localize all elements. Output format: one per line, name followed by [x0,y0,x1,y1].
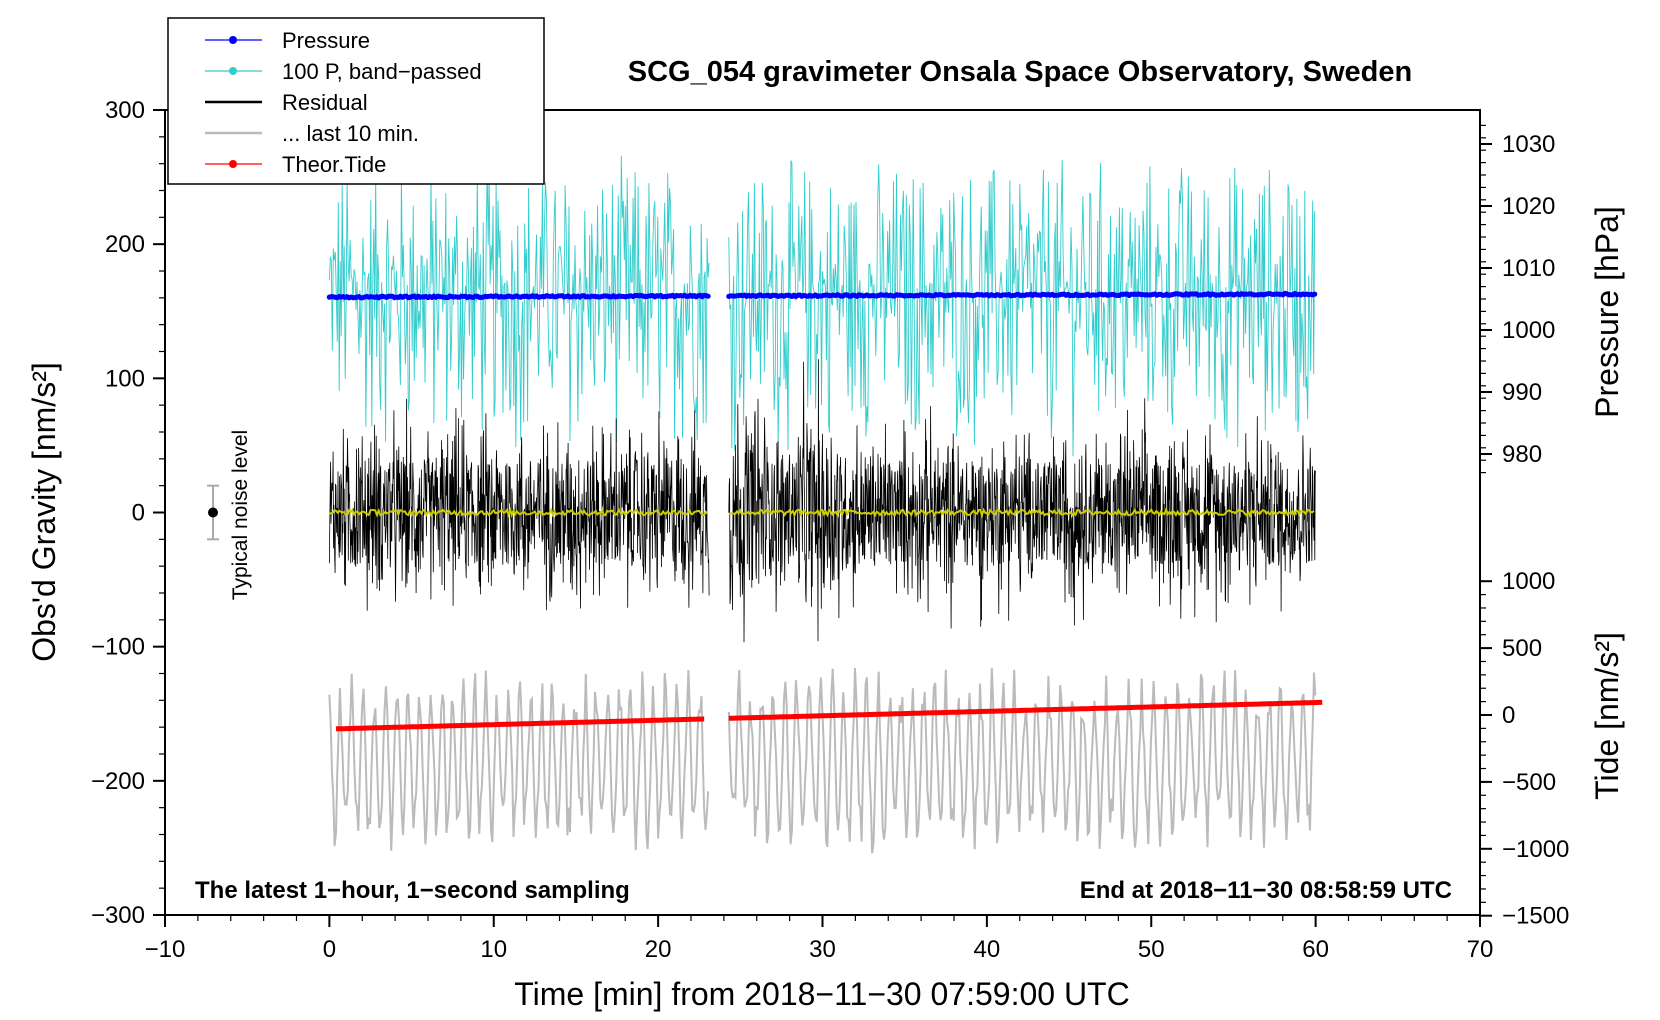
tide-tick-label: −1500 [1502,903,1569,930]
series-tide-line [728,699,1323,721]
series-bandpassed-line [728,159,1316,457]
x-tick-label: 50 [1138,936,1165,963]
pressure-tick-label: 980 [1502,441,1542,468]
legend-label-pressure: Pressure [282,28,370,53]
x-tick-label: 20 [645,936,672,963]
series-layer [326,155,1323,854]
x-tick-label: 40 [974,936,1001,963]
legend-entry-last10: ... last 10 min. [205,121,419,146]
y-tick-label: −300 [91,902,145,929]
series-last10-line [727,668,1317,854]
y-tick-label: −100 [91,634,145,661]
axes-layer: −10 0 10 20 30 40 50 60 703002001000−100−200−300… [91,97,1569,963]
x-tick-label: 0 [323,936,336,963]
legend-label-bandpassed: 100 P, band−passed [282,59,482,84]
tide-tick-label: 0 [1502,702,1515,729]
tide-tick-label: 500 [1502,635,1542,662]
x-tick-label: 10 [480,936,507,963]
series-mean-line [328,506,709,519]
legend-label-last10: ... last 10 min. [282,121,419,146]
x-axis-title: Time [min] from 2018−11−30 07:59:00 UTC [514,976,1129,1012]
pressure-tick-label: 1030 [1502,131,1555,158]
y-tick-label: 100 [105,365,145,392]
legend: Pressure 100 P, band−passed Residual ...… [167,17,545,185]
series-bandpassed-line [328,155,710,448]
pressure-point [705,293,711,299]
tide-tick-label: −500 [1502,769,1556,796]
noise-label: Typical noise level [229,430,252,600]
series-residual-line [728,359,1316,643]
pressure-point [1312,291,1318,297]
legend-entry-tide: Theor.Tide [205,152,386,177]
noise-dot [208,507,218,518]
legend-label-residual: Residual [282,90,368,115]
series-residual-line [329,398,710,611]
tide-tick-label: 1000 [1502,568,1555,595]
annotation-right: End at 2018−11−30 08:58:59 UTC [1080,877,1452,904]
series-mean-line [728,507,1315,519]
y-axis-title-pressure: Pressure [hPa] [1589,206,1625,418]
pressure-tick-label: 1010 [1502,255,1555,282]
y-axis-title-main: Obs'd Gravity [nm/s²] [26,362,62,662]
tide-tick-label: −1000 [1502,836,1569,863]
y-tick-label: −200 [91,768,145,795]
x-tick-label: 60 [1302,936,1329,963]
legend-entry-bandpassed: 100 P, band−passed [205,59,482,84]
y-tick-label: 0 [132,500,145,527]
x-tick-label: 30 [809,936,836,963]
y-axis-title-tide: Tide [nm/s²] [1589,632,1625,800]
annotation-left: The latest 1−hour, 1−second sampling [195,877,630,904]
y-tick-label: 300 [105,97,145,124]
pressure-tick-label: 1020 [1502,193,1555,220]
x-tick-label: −10 [145,936,186,963]
legend-entry-residual: Residual [205,90,368,115]
x-tick-label: 70 [1467,936,1494,963]
noise-indicator: Typical noise level [207,430,252,600]
legend-label-tide: Theor.Tide [282,152,386,177]
chart-title: SCG_054 gravimeter Onsala Space Observat… [628,56,1412,88]
legend-entry-pressure: Pressure [205,28,370,53]
series-tide-line [335,716,705,732]
series-last10-line [328,670,710,851]
pressure-tick-label: 1000 [1502,317,1555,344]
y-tick-label: 200 [105,231,145,258]
pressure-tick-label: 990 [1502,379,1542,406]
